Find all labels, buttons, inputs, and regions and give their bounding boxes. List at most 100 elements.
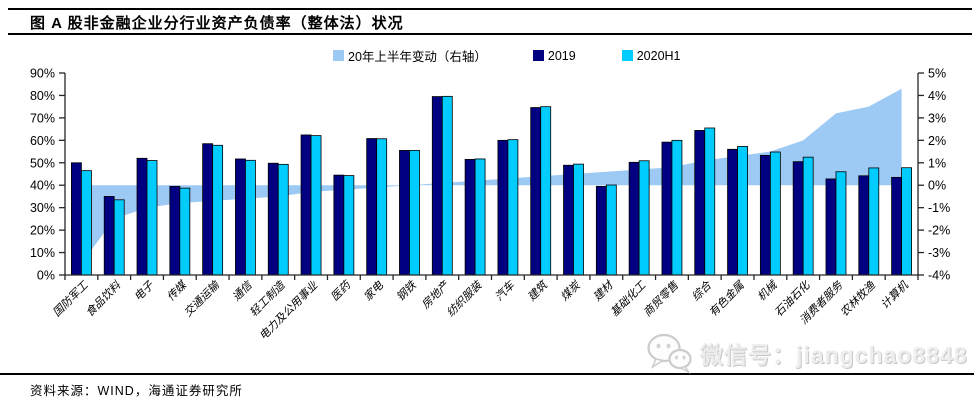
bar	[605, 184, 617, 276]
category-label: 汽车	[492, 278, 518, 304]
legend-item-2020h1: 2020H1	[621, 48, 681, 63]
category-label: 机械	[755, 278, 781, 304]
left-axis-tick-label: 10%	[30, 246, 55, 260]
category-label: 商贸零售	[641, 278, 682, 319]
left-axis-tick-label: 0%	[37, 269, 55, 283]
right-axis-tick-label: 4%	[928, 89, 946, 103]
bar	[136, 157, 148, 276]
footer-rule	[0, 373, 974, 375]
bar	[113, 199, 125, 276]
bar	[759, 154, 771, 276]
bar	[628, 161, 640, 276]
bar	[103, 196, 115, 276]
x-axis	[64, 274, 919, 280]
right-axis-tick-label: 0%	[928, 179, 946, 193]
bar	[474, 158, 486, 276]
legend-label-2019: 2019	[547, 48, 576, 63]
source-note: 资料来源：WIND，海通证券研究所	[30, 384, 243, 398]
right-axis-tick-label: -2%	[928, 224, 950, 238]
bar	[595, 185, 607, 276]
legend-item-2019: 2019	[532, 48, 576, 63]
bar	[300, 134, 312, 276]
bar	[727, 148, 738, 276]
bar	[638, 160, 650, 276]
legend-swatch-2019	[532, 50, 544, 61]
category-label: 农林牧渔	[838, 278, 879, 319]
watermark-text: 微信号：jiangchao8848	[700, 342, 968, 368]
right-axis-tick-label: 3%	[928, 111, 946, 125]
category-label: 煤炭	[558, 278, 583, 303]
bar	[868, 167, 880, 276]
left-axis-tick-label: 70%	[30, 111, 55, 125]
bar	[858, 175, 870, 276]
category-label: 建筑	[525, 278, 551, 304]
bar	[169, 185, 181, 276]
bar	[71, 162, 82, 276]
right-axis-tick-label: -4%	[928, 269, 950, 283]
right-axis-tick-label: -3%	[928, 246, 950, 260]
category-label: 钢铁	[394, 278, 420, 304]
bar	[792, 161, 804, 276]
figure-title: 图 A 股非金融企业分行业资产负债率（整体法）状况	[30, 15, 404, 32]
category-label: 有色金属	[706, 278, 747, 319]
bar	[573, 163, 584, 276]
bar	[212, 144, 224, 276]
bar	[277, 163, 289, 276]
category-label: 综合	[689, 278, 715, 304]
category-label: 纺织服装	[444, 278, 486, 320]
bar	[901, 167, 912, 276]
category-label: 医药	[328, 278, 354, 304]
category-label: 房地产	[419, 278, 452, 311]
bar	[769, 151, 781, 276]
left-axis-tick-label: 80%	[30, 89, 55, 103]
bar	[825, 178, 837, 276]
wechat-watermark: 微信号：jiangchao8848	[646, 332, 968, 374]
bar	[431, 96, 443, 276]
category-label: 计算机	[878, 278, 911, 311]
bar	[376, 138, 388, 276]
category-label: 通信	[230, 278, 256, 304]
bar	[704, 127, 716, 276]
bar	[835, 171, 847, 276]
bar	[235, 158, 246, 276]
bar	[530, 107, 542, 276]
legend-label-2020h1: 2020H1	[636, 48, 681, 63]
legend-swatch-change	[333, 50, 344, 61]
bar	[81, 170, 92, 276]
legend-label-change: 20年上半年变动（右轴）	[348, 50, 487, 64]
chart-legend: 20年上半年变动（右轴） 2019 2020H1	[333, 46, 681, 65]
bar	[310, 135, 322, 276]
category-label: 电力及公用事业	[257, 278, 321, 342]
category-label: 建材	[591, 278, 617, 304]
bar	[464, 159, 476, 276]
left-axis-tick-label: 20%	[30, 224, 55, 238]
left-axis-tick-label: 40%	[30, 179, 55, 193]
bar	[802, 156, 814, 276]
bar	[507, 139, 519, 276]
right-axis-tick-label: 1%	[928, 156, 946, 170]
bar	[661, 141, 673, 276]
right-axis-tick-label: 2%	[928, 134, 946, 148]
bar	[671, 139, 683, 276]
bar	[540, 106, 552, 276]
bar	[343, 175, 355, 276]
right-axis-tick-label: -1%	[928, 201, 950, 215]
left-axis-tick-label: 50%	[30, 156, 55, 170]
bar	[891, 176, 902, 276]
bar	[202, 143, 214, 276]
bar	[441, 95, 453, 276]
bar	[146, 160, 158, 276]
legend-swatch-2020h1	[621, 50, 633, 61]
bar	[267, 162, 279, 276]
header-top-rule	[8, 8, 972, 10]
category-label: 传媒	[164, 278, 190, 304]
left-axis-tick-label: 60%	[30, 134, 55, 148]
bars-2020h1	[81, 95, 912, 276]
category-label: 电子	[131, 278, 156, 303]
category-label: 家电	[361, 278, 386, 303]
bar	[333, 174, 345, 276]
left-axis-tick-label: 90%	[30, 67, 55, 81]
category-label: 交通运输	[181, 278, 223, 320]
right-axis: -4% -3% -2% -1% 0% 1% 2% 3% 4% 5%	[917, 67, 950, 283]
